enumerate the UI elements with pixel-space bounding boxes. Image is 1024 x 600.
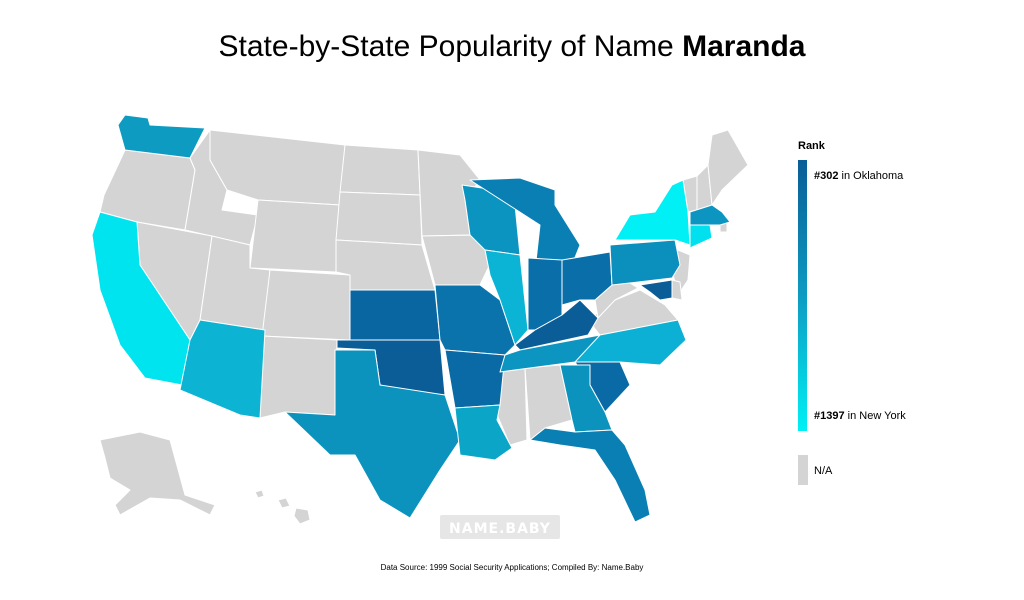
state-maryland: [639, 279, 673, 301]
state-new-mexico: [259, 335, 338, 419]
watermark-text: NAME.BABY: [449, 521, 551, 537]
state-hawaii: [254, 489, 311, 525]
state-arkansas: [444, 349, 506, 409]
state-louisiana: [454, 404, 513, 461]
state-wyoming: [249, 199, 341, 273]
state-alabama: [524, 364, 573, 441]
state-missouri: [434, 284, 516, 356]
state-florida: [529, 427, 651, 523]
state-nebraska: [335, 239, 436, 291]
state-montana: [209, 129, 346, 206]
state-georgia: [559, 364, 613, 433]
state-pennsylvania: [609, 239, 681, 286]
legend-na-label: N/A: [814, 465, 833, 477]
state-delaware: [671, 279, 683, 301]
state-california: [91, 211, 191, 386]
state-texas: [284, 349, 461, 519]
legend-bottom-state: in New York: [847, 410, 906, 422]
title-prefix: State-by-State Popularity of Name: [218, 30, 674, 63]
state-maine: [707, 129, 749, 206]
state-washington: [117, 114, 206, 159]
legend-title: Rank: [798, 140, 825, 152]
legend-top-rank: #302: [814, 170, 839, 182]
state-arizona: [179, 319, 266, 419]
legend-na-swatch: [798, 455, 808, 485]
legend-top-label: #302 in Oklahoma: [814, 170, 903, 182]
state-colorado: [261, 269, 351, 341]
state-alaska: [99, 431, 216, 516]
data-source-footer: Data Source: 1999 Social Security Applic…: [380, 563, 644, 572]
legend-bottom-label: #1397 in New York: [814, 410, 906, 422]
state-michigan: [469, 177, 581, 271]
na-states: [99, 129, 749, 525]
state-kansas: [349, 289, 441, 341]
name-baby-watermark: NAME.BABY: [440, 515, 560, 539]
state-north-dakota: [339, 144, 421, 196]
state-south-dakota: [335, 191, 423, 246]
legend-color-scale: [798, 160, 807, 431]
state-connecticut: [689, 224, 713, 249]
map-title: State-by-State Popularity of Name Marand…: [0, 30, 1024, 64]
state-new-york: [614, 179, 691, 246]
legend-bottom-rank: #1397: [814, 410, 845, 422]
title-name: Maranda: [682, 30, 806, 63]
legend-top-state: in Oklahoma: [841, 170, 904, 182]
